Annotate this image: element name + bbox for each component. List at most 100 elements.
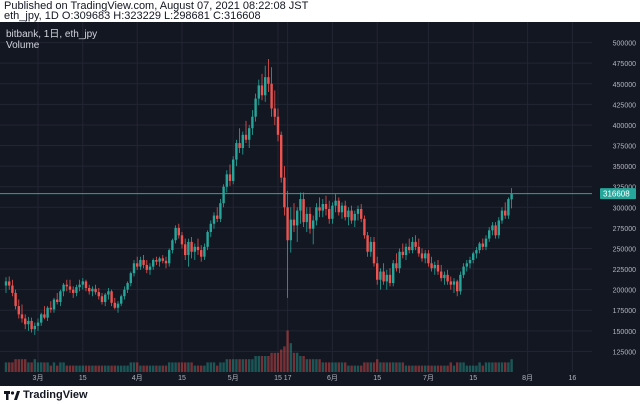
volume-bar <box>382 362 385 372</box>
candle-body <box>430 263 433 269</box>
volume-bar <box>401 362 404 372</box>
candle-body <box>36 322 40 326</box>
candle-body <box>420 253 424 259</box>
volume-bar <box>254 356 257 372</box>
volume-bars <box>4 330 513 372</box>
candle-body <box>385 274 388 282</box>
candle-body <box>472 253 475 260</box>
candle-body <box>222 186 225 204</box>
volume-bar <box>452 365 456 372</box>
volume-bar <box>414 365 417 372</box>
volume-bar <box>187 362 190 372</box>
y-tick-label: 350000 <box>613 164 636 171</box>
candle-body <box>27 320 30 325</box>
volume-bar <box>276 352 280 372</box>
volume-bar <box>65 365 68 372</box>
footer-bar: TradingView <box>0 386 640 404</box>
candle-body <box>331 205 334 219</box>
candle-body <box>321 204 324 211</box>
volume-bar <box>244 359 248 372</box>
last-price-tag: 316608 <box>603 190 630 199</box>
volume-bar <box>347 365 350 372</box>
candle-body <box>24 318 27 325</box>
volume-bar <box>260 356 264 372</box>
volume-bar <box>212 362 216 372</box>
volume-bar <box>52 362 56 372</box>
candle-body <box>497 220 500 236</box>
volume-bar <box>88 365 91 372</box>
volume-bar <box>241 359 244 372</box>
candle-body <box>14 292 17 307</box>
last-price-tag-bg <box>600 188 636 200</box>
volume-bar <box>40 362 43 372</box>
volume-bar <box>14 359 17 372</box>
volume-bar <box>353 365 356 372</box>
candle-body <box>97 292 100 297</box>
volume-bar <box>209 362 212 372</box>
candle-body <box>8 281 11 286</box>
volume-bar <box>270 352 273 372</box>
candle-body <box>171 240 174 251</box>
candle-body <box>225 174 228 187</box>
volume-bar <box>440 365 443 372</box>
candlestick-chart[interactable]: 125000 150000 175000 200000 225000 250000 2750… <box>0 22 640 386</box>
volume-bar <box>196 365 200 372</box>
volume-bar <box>360 365 363 372</box>
candle-body <box>398 251 401 269</box>
candle-body <box>363 218 366 236</box>
x-tick-label: 15 <box>373 375 381 382</box>
y-tick-label: 500000 <box>613 41 636 48</box>
volume-bar <box>321 362 324 372</box>
candle-body <box>299 199 302 211</box>
candle-body <box>369 241 372 252</box>
legend-symbol: bitbank, 1日, eth_jpy <box>6 29 97 40</box>
volume-bar <box>318 359 321 372</box>
volume-bar <box>424 365 427 372</box>
x-tick-label: 17 <box>284 375 292 382</box>
publish-header: Published on TradingView.com, August 07,… <box>0 0 640 22</box>
volume-bar <box>449 362 452 372</box>
volume-bar <box>379 362 382 372</box>
candle-body <box>475 250 478 254</box>
volume-bar <box>68 365 72 372</box>
candle-body <box>232 159 235 181</box>
candle-body <box>129 273 132 284</box>
candle-body <box>328 208 331 219</box>
chart-panel[interactable]: 125000 150000 175000 200000 225000 250000 2750… <box>0 22 640 386</box>
candle-body <box>302 199 305 223</box>
tradingview-logo[interactable]: TradingView <box>4 388 88 402</box>
volume-bar <box>129 362 132 372</box>
volume-bar <box>145 365 148 372</box>
volume-bar <box>497 362 500 372</box>
volume-bar <box>392 362 395 372</box>
volume-bar <box>369 362 372 372</box>
candle-body <box>264 77 267 96</box>
volume-bar <box>116 365 120 372</box>
candle-body <box>404 246 408 256</box>
candle-body <box>481 243 484 247</box>
grid-lines <box>0 22 592 372</box>
candle-body <box>283 177 286 208</box>
candle-body <box>88 288 91 292</box>
volume-bar <box>491 362 494 372</box>
y-tick-label: 125000 <box>613 349 636 356</box>
candle-body <box>289 219 292 241</box>
volume-bar <box>494 362 497 372</box>
volume-bar <box>120 365 123 372</box>
volume-bar <box>72 365 75 372</box>
candle-body <box>308 213 312 229</box>
candle-body <box>17 306 20 315</box>
candle-body <box>136 263 139 267</box>
volume-bar <box>488 362 491 372</box>
volume-bar <box>56 365 59 372</box>
volume-bar <box>404 365 408 372</box>
volume-bar <box>190 362 193 372</box>
candle-body <box>379 271 382 280</box>
volume-bar <box>100 365 104 372</box>
candle-body <box>324 204 328 209</box>
candle-body <box>145 264 148 270</box>
volume-bar <box>376 359 379 372</box>
volume-bar <box>158 365 161 372</box>
candle-body <box>43 314 46 318</box>
